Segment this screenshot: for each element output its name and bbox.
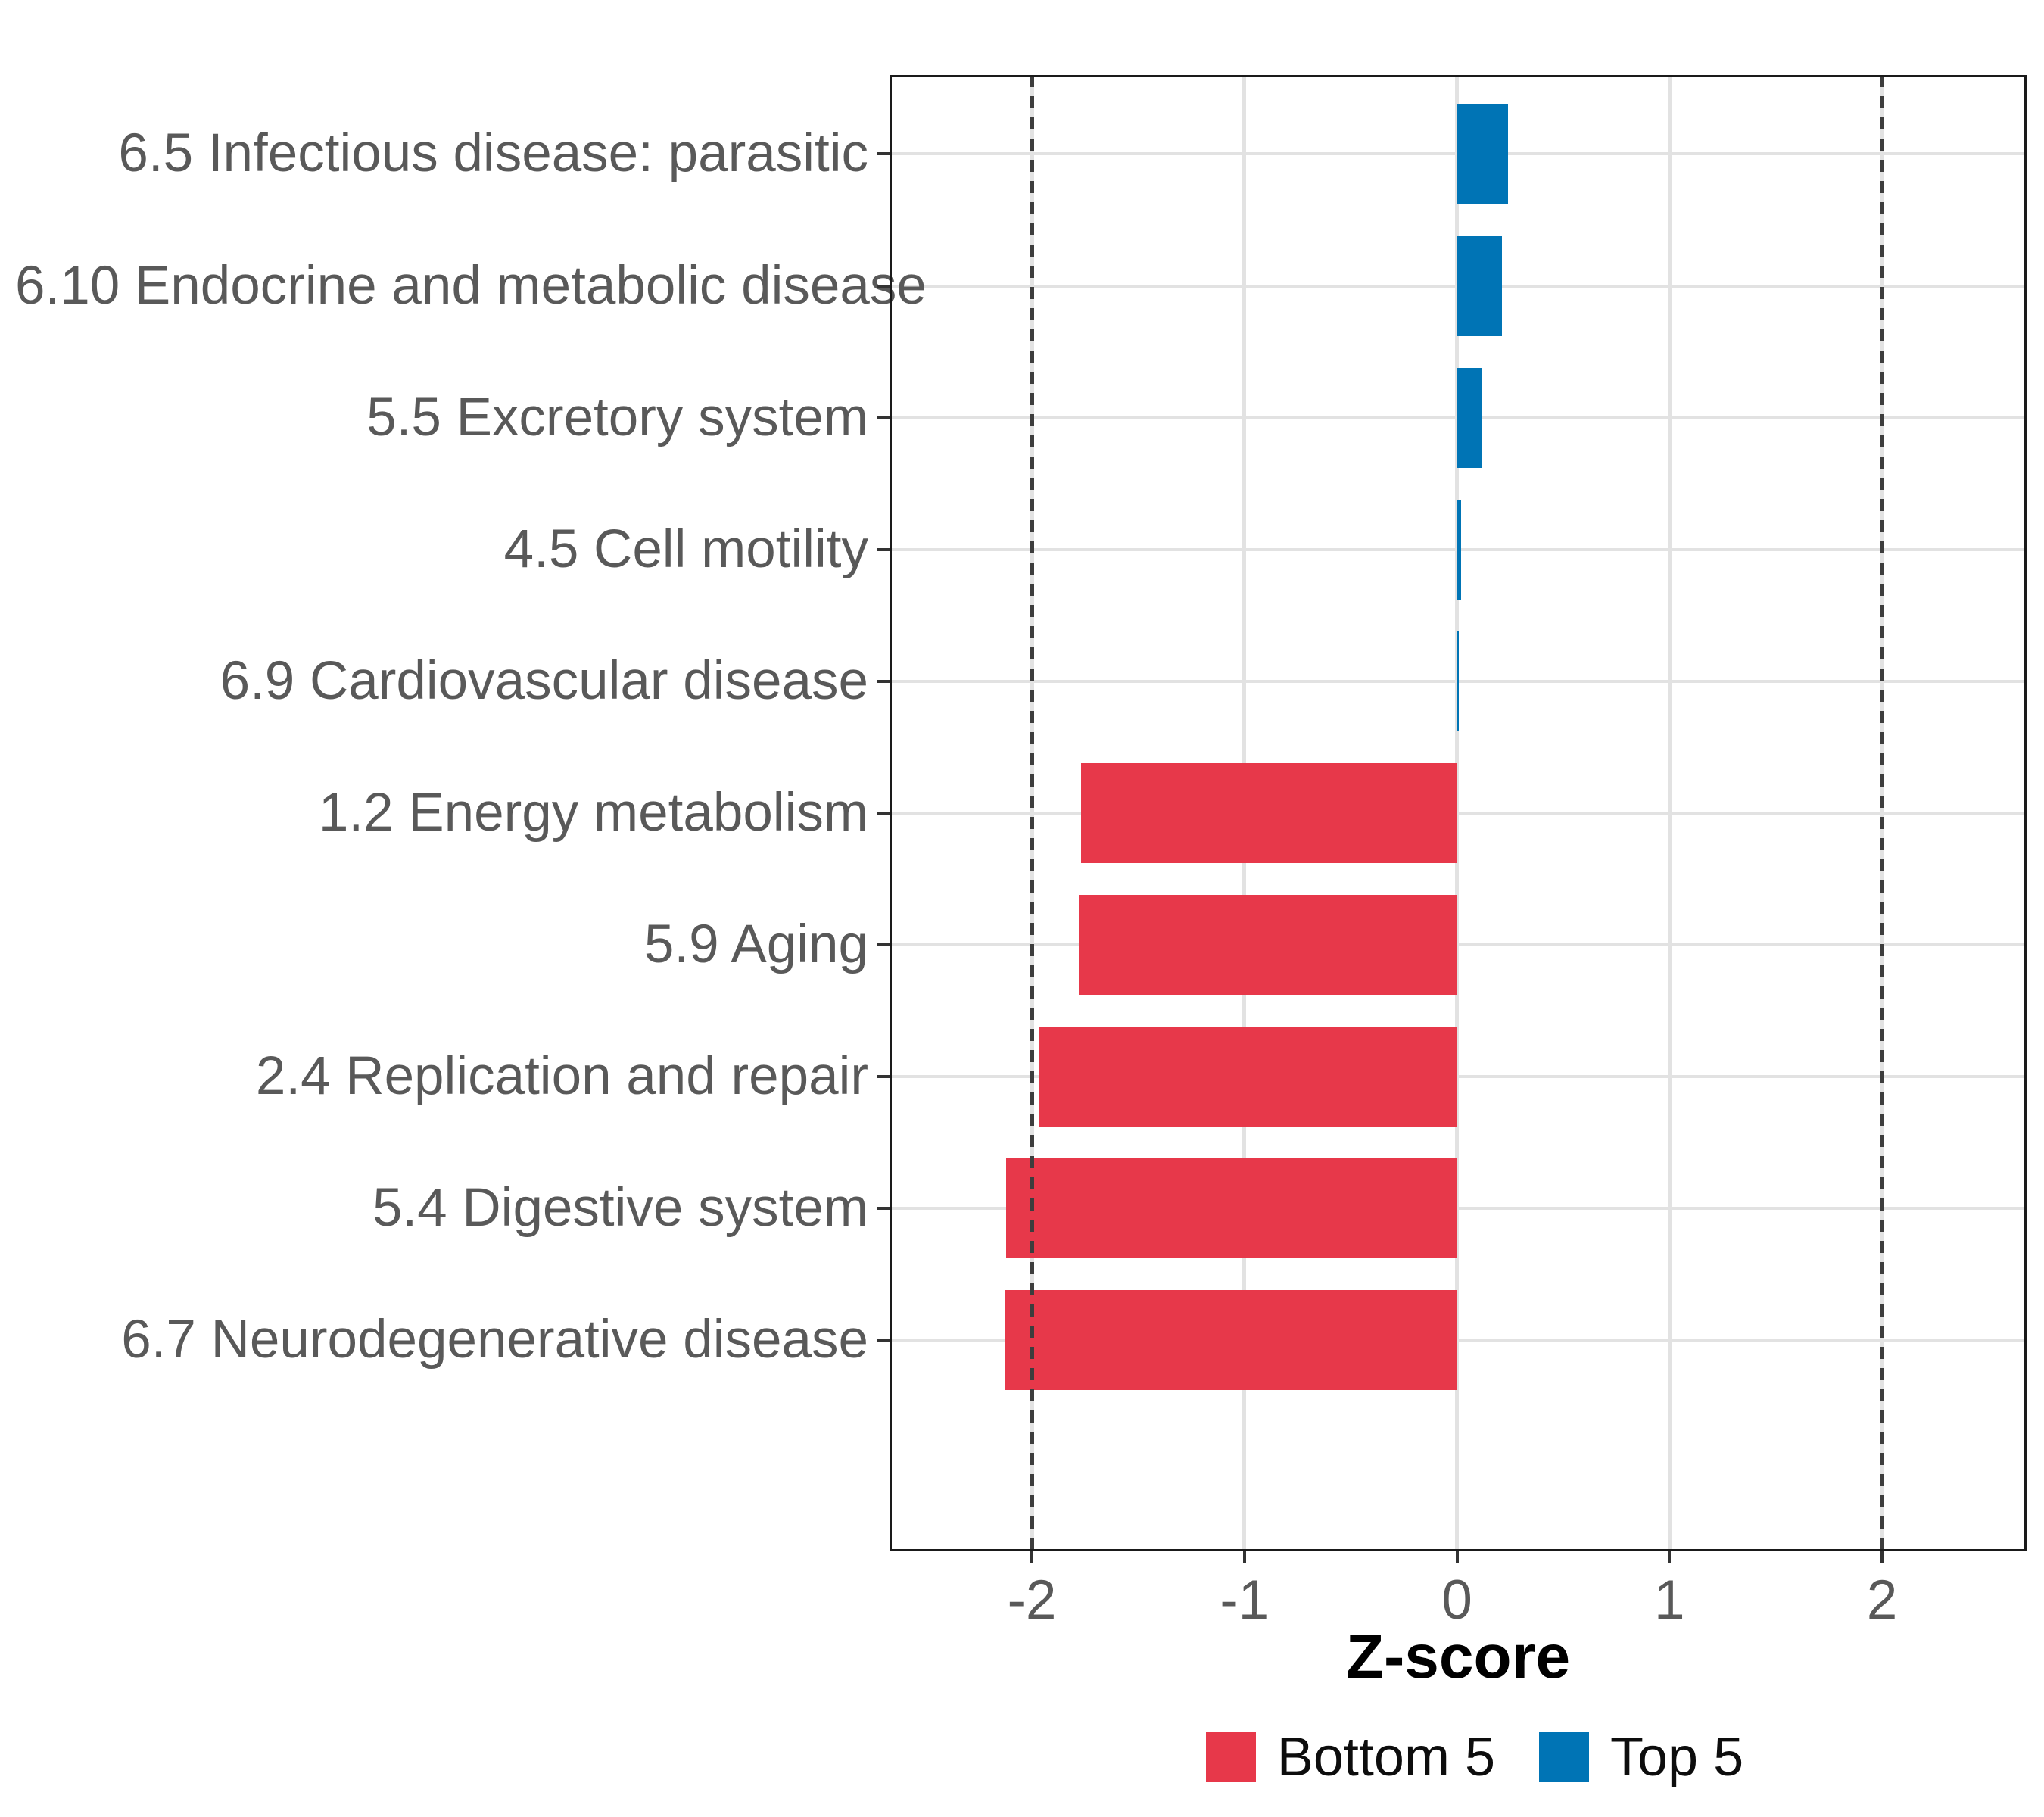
x-axis-title: Z-score xyxy=(1345,1622,1571,1691)
y-tick xyxy=(877,812,890,815)
y-tick xyxy=(877,416,890,419)
x-tick xyxy=(1242,1551,1246,1563)
reference-line-dashed xyxy=(1030,75,1035,1551)
legend-swatch-top5 xyxy=(1539,1732,1589,1782)
y-category-label: 1.2 Energy metabolism xyxy=(318,783,868,843)
bar-positive xyxy=(1457,499,1462,600)
y-tick xyxy=(877,547,890,551)
h-gridline xyxy=(890,812,2027,815)
bar-negative xyxy=(1080,763,1457,863)
h-gridline xyxy=(890,943,2027,947)
bar-positive xyxy=(1457,631,1459,731)
y-tick xyxy=(877,1075,890,1079)
bar-negative xyxy=(1006,1158,1457,1259)
legend-item-bottom5: Bottom 5 xyxy=(1205,1726,1495,1788)
legend: Bottom 5 Top 5 xyxy=(890,1726,2027,1788)
y-category-label: 5.5 Excretory system xyxy=(366,387,868,447)
x-tick-label: 1 xyxy=(1654,1569,1685,1631)
legend-label-top5: Top 5 xyxy=(1610,1727,1744,1787)
y-category-label: 6.5 Infectious disease: parasitic xyxy=(118,123,868,184)
x-tick xyxy=(1668,1551,1672,1563)
bar-positive xyxy=(1457,104,1508,204)
y-category-label: 6.10 Endocrine and metabolic disease xyxy=(15,255,927,316)
y-tick xyxy=(877,679,890,683)
y-category-label: 4.5 Cell motility xyxy=(503,519,868,579)
x-tick-label: 2 xyxy=(1866,1569,1898,1631)
y-category-label: 6.7 Neurodegenerative disease xyxy=(121,1310,868,1370)
h-gridline xyxy=(890,1207,2027,1211)
y-tick xyxy=(877,1339,890,1342)
h-gridline xyxy=(890,1075,2027,1079)
x-tick-label: -2 xyxy=(1007,1569,1057,1631)
y-category-label: 2.4 Replication and repair xyxy=(255,1046,868,1107)
y-tick xyxy=(877,284,890,288)
y-category-label: 5.9 Aging xyxy=(643,915,868,975)
legend-label-bottom5: Bottom 5 xyxy=(1276,1727,1495,1787)
y-tick xyxy=(877,1207,890,1211)
x-tick-label: -1 xyxy=(1220,1569,1270,1631)
legend-swatch-bottom5 xyxy=(1205,1732,1256,1782)
y-category-label: 6.9 Cardiovascular disease xyxy=(220,650,868,711)
x-tick-label: 0 xyxy=(1441,1569,1472,1631)
reference-line-dashed xyxy=(1880,75,1885,1551)
legend-item-top5: Top 5 xyxy=(1539,1726,1743,1788)
bar-positive xyxy=(1457,367,1483,468)
bar-negative xyxy=(1078,895,1457,996)
bar-negative xyxy=(1038,1027,1457,1127)
x-tick xyxy=(1455,1551,1459,1563)
x-tick xyxy=(1030,1551,1034,1563)
h-gridline xyxy=(890,1339,2027,1342)
bar-positive xyxy=(1457,235,1502,336)
y-tick xyxy=(877,943,890,947)
bar-negative xyxy=(1004,1290,1457,1391)
y-category-label: 5.4 Digestive system xyxy=(372,1178,868,1239)
y-tick xyxy=(877,152,890,156)
x-tick xyxy=(1880,1551,1884,1563)
